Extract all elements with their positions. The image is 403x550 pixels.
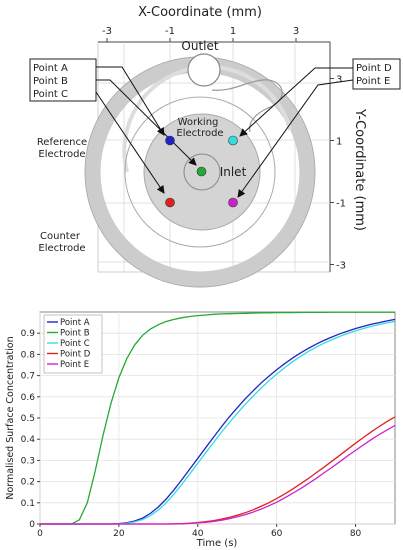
series-line-point-b bbox=[40, 311, 395, 525]
x-tick-label: 80 bbox=[350, 529, 362, 539]
marker-point-a bbox=[165, 135, 175, 146]
inlet-label: Inlet bbox=[220, 165, 247, 179]
y-tick-label: 0.1 bbox=[21, 499, 35, 509]
left-label-point-c: Point C bbox=[33, 89, 68, 100]
right-points-box bbox=[352, 58, 401, 90]
y-tick-label: 0.7 bbox=[21, 372, 35, 382]
top-axis-tick-label: 1 bbox=[230, 26, 236, 37]
y-axis-ticks: 0 0.1 0.2 0.3 0.4 0.5 0.6 0.7 0.8 0.9 bbox=[21, 329, 40, 530]
y-tick-label: 0.3 bbox=[21, 456, 35, 466]
x-tick-label: 60 bbox=[271, 529, 283, 539]
top-axis-ticks: -3 -1 1 3 bbox=[102, 26, 299, 42]
top-axis-label: X-Coordinate (mm) bbox=[138, 5, 262, 20]
marker-point-e bbox=[228, 197, 238, 208]
right-label-point-e: Point E bbox=[356, 76, 390, 87]
chart-lines bbox=[40, 311, 396, 525]
y-tick-label: 0.4 bbox=[21, 435, 36, 445]
right-axis-label: Y-Coordinate (mm) bbox=[352, 108, 367, 231]
arrow-point-d bbox=[239, 67, 353, 137]
counter-electrode-label-line1: Counter bbox=[40, 231, 81, 242]
arrow-point-a bbox=[96, 66, 165, 136]
top-axis-tick-label: -3 bbox=[102, 26, 112, 37]
reference-electrode-label-line1: Reference bbox=[37, 137, 87, 148]
point-markers bbox=[165, 135, 238, 208]
legend-label: Point E bbox=[60, 360, 89, 370]
legend-label: Point A bbox=[60, 318, 90, 328]
x-tick-label: 40 bbox=[192, 529, 204, 539]
working-electrode-label-line2: Electrode bbox=[176, 128, 223, 139]
counter-electrode-label-line2: Electrode bbox=[38, 243, 85, 254]
right-axis-tick-label: -3 bbox=[336, 261, 346, 272]
x-tick-label: 20 bbox=[113, 529, 125, 539]
y-tick-label: 0.8 bbox=[21, 350, 36, 360]
top-axis-tick-label: 3 bbox=[293, 26, 299, 37]
y-tick-label: 0.2 bbox=[21, 478, 35, 488]
electrode-layout-diagram: X-Coordinate (mm) -3 -1 1 3 3 1 -1 -3 Y-Coordi… bbox=[29, 5, 401, 288]
y-tick-label: 0 bbox=[29, 520, 35, 530]
right-axis-tick-label: 3 bbox=[336, 75, 342, 86]
right-axis-ticks: 3 1 -1 -3 bbox=[330, 75, 346, 272]
reference-electrode-label-line2: Electrode bbox=[38, 149, 85, 160]
x-axis-ticks: 0 20 40 60 80 bbox=[37, 524, 362, 539]
y-axis-label: Normalised Surface Concentration bbox=[5, 336, 16, 499]
legend-label: Point D bbox=[60, 350, 91, 360]
left-label-point-a: Point A bbox=[33, 63, 68, 74]
y-tick-label: 0.5 bbox=[21, 414, 35, 424]
left-points-box bbox=[29, 58, 97, 102]
outlet-channel bbox=[211, 79, 283, 133]
arrow-point-c bbox=[95, 91, 165, 194]
point-arrows bbox=[95, 66, 354, 198]
inlet-port bbox=[183, 153, 221, 191]
series-line-point-e bbox=[40, 424, 396, 525]
y-tick-label: 0.9 bbox=[21, 329, 36, 339]
marker-point-b bbox=[165, 197, 175, 208]
right-label-point-d: Point D bbox=[356, 63, 392, 74]
right-axis-tick-label: 1 bbox=[336, 137, 342, 148]
top-axis-tick-label: -1 bbox=[165, 26, 175, 37]
marker-point-c bbox=[196, 166, 207, 177]
concentration-chart: 0 20 40 60 80 0 0.1 0.2 0.3 0.4 0.5 0.6 0.7 0.8 0.9 P… bbox=[5, 311, 396, 549]
left-label-point-b: Point B bbox=[33, 76, 68, 87]
reference-electrode-outline bbox=[124, 96, 276, 248]
x-axis-label: Time (s) bbox=[196, 538, 238, 549]
right-axis-tick-label: -1 bbox=[336, 199, 346, 210]
outlet-label: Outlet bbox=[181, 39, 218, 53]
working-electrode-label-line1: Working bbox=[178, 117, 219, 128]
x-tick-label: 0 bbox=[37, 529, 43, 539]
y-tick-label: 0.6 bbox=[21, 393, 36, 403]
outlet-port bbox=[187, 53, 221, 87]
legend-label: Point C bbox=[60, 339, 90, 349]
marker-point-d bbox=[228, 135, 238, 146]
arrow-point-e bbox=[237, 79, 354, 198]
legend-label: Point B bbox=[60, 329, 90, 339]
